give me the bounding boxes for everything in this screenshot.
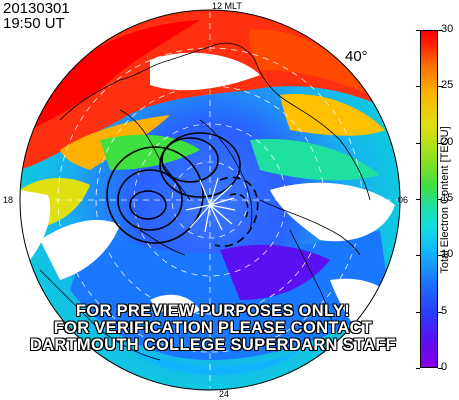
colorbar-tick-label: 25 [441,79,454,92]
colorbar-tick-mark [438,142,442,144]
colorbar-tick-label: 15 [441,192,454,204]
date-label: 20130301 [3,0,70,17]
colorbar-tick-mark [416,255,420,257]
watermark-line: DARTMOUTH COLLEGE SUPERDARN STAFF [29,336,397,354]
latitude-rings [22,12,398,388]
colorbar-tick-mark [416,30,420,31]
colorbar-tick-mark [416,199,420,200]
colorbar-tick-mark [416,368,420,369]
colorbar [420,30,438,368]
mlt-label-right: 06 [398,195,409,205]
colorbar-tick-label: 30 [441,23,454,35]
colorbar-tick-mark [416,142,420,144]
watermark-line: FOR VERIFICATION PLEASE CONTACT [53,319,373,337]
colorbar-title: Total Electron Content [TECU] [439,126,451,274]
colorbar-tick-mark [416,86,420,88]
colorbar-tick-mark [438,199,442,200]
preview-watermark: FOR PREVIEW PURPOSES ONLY! FOR VERIFICAT… [28,303,398,354]
colorbar-tick-mark [438,311,442,313]
colorbar-tick-mark [438,255,442,257]
map-border [19,9,401,391]
colorbar-tick-label: 0 [441,361,448,373]
mlt-label-bottom: 24 [219,389,230,399]
colorbar-tick-label: 5 [441,304,448,317]
mlt-label-left: 18 [3,195,14,205]
tec-field [20,10,400,390]
colorbar-tick-label: 10 [441,248,454,261]
velocity-vectors [185,177,236,233]
colorbar-tick-mark [416,311,420,313]
convection-contours [106,132,259,247]
latitude-label: 40° [345,48,368,65]
colorbar-tick-mark [438,368,442,369]
mlt-label-top: 12 MLT [212,1,242,11]
colorbar-tick-label: 20 [441,135,454,148]
colorbar-tick-mark [438,30,442,31]
colorbar-tick-mark [438,86,442,88]
watermark-line: FOR PREVIEW PURPOSES ONLY! [76,302,350,320]
time-label: 19:50 UT [3,15,65,32]
